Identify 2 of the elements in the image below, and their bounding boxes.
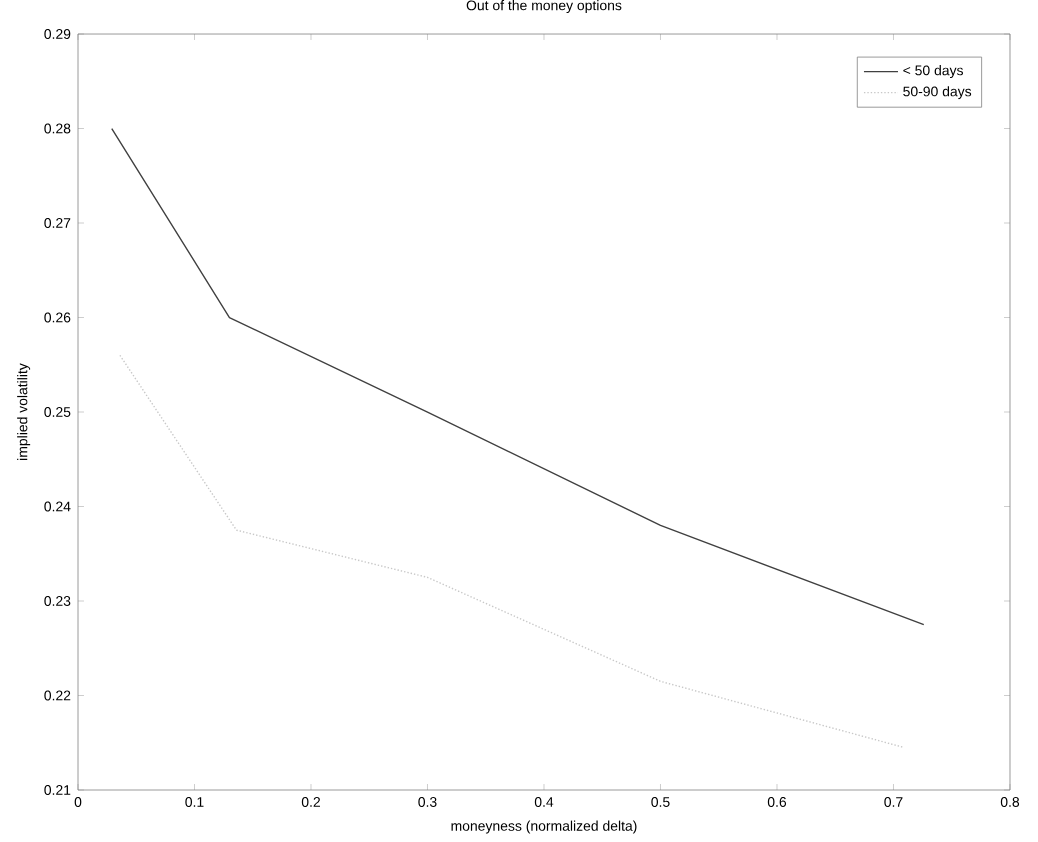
line-series [111,127,925,626]
line-series [119,354,905,749]
